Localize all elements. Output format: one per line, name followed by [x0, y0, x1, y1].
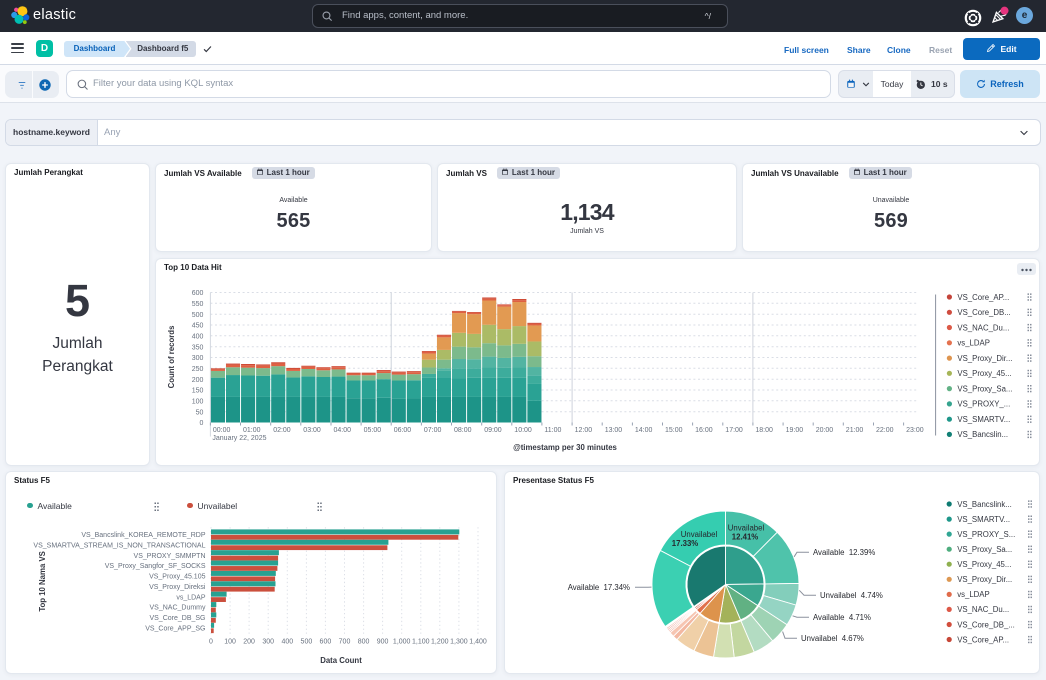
svg-text:Top 10 Nama VS: Top 10 Nama VS: [38, 551, 47, 612]
svg-text:Data Count: Data Count: [320, 656, 362, 665]
svg-text:January 22, 2025: January 22, 2025: [212, 435, 266, 442]
svg-text:1,300: 1,300: [450, 639, 468, 646]
svg-text:VS_Proxy_Direksi: VS_Proxy_Direksi: [149, 584, 206, 591]
svg-text:Available 12.39%: Available 12.39%: [813, 548, 875, 557]
svg-text:100: 100: [192, 398, 204, 405]
svg-text:17.33%: 17.33%: [672, 539, 699, 548]
svg-text:01:00: 01:00: [243, 427, 261, 434]
svg-text:500: 500: [192, 312, 204, 319]
svg-text:600: 600: [192, 290, 204, 297]
svg-text:0: 0: [209, 639, 213, 646]
svg-text:VS_Core_APP_SG: VS_Core_APP_SG: [145, 625, 205, 632]
svg-text:800: 800: [358, 639, 370, 646]
svg-text:0: 0: [199, 420, 203, 427]
svg-text:450: 450: [192, 323, 204, 330]
svg-text:05:00: 05:00: [364, 427, 382, 434]
svg-text:1,000: 1,000: [393, 639, 411, 646]
svg-text:19:00: 19:00: [786, 427, 804, 434]
svg-text:18:00: 18:00: [755, 427, 773, 434]
svg-text:vs_LDAP: vs_LDAP: [957, 339, 990, 348]
svg-text:22:00: 22:00: [876, 427, 894, 434]
svg-text:07:00: 07:00: [424, 427, 442, 434]
svg-text:12:00: 12:00: [575, 427, 593, 434]
svg-text:vs_LDAP: vs_LDAP: [957, 590, 990, 599]
svg-text:Unvailabel 4.74%: Unvailabel 4.74%: [820, 591, 883, 600]
svg-text:1,100: 1,100: [412, 639, 430, 646]
svg-text:13:00: 13:00: [605, 427, 623, 434]
svg-text:250: 250: [192, 366, 204, 373]
svg-text:350: 350: [192, 344, 204, 351]
svg-text:VS_Proxy_45...: VS_Proxy_45...: [957, 560, 1011, 569]
svg-text:Unvailabel: Unvailabel: [681, 530, 718, 539]
svg-text:VS_Proxy_Dir...: VS_Proxy_Dir...: [957, 575, 1012, 584]
svg-text:VS_Core_DB_...: VS_Core_DB_...: [957, 620, 1015, 629]
svg-text:VS_Proxy_Sangfor_SF_SOCKS: VS_Proxy_Sangfor_SF_SOCKS: [105, 563, 206, 570]
svg-text:VS_NAC_Du...: VS_NAC_Du...: [957, 605, 1009, 614]
svg-text:03:00: 03:00: [303, 427, 321, 434]
svg-text:500: 500: [301, 639, 313, 646]
svg-text:VS_Proxy_Dir...: VS_Proxy_Dir...: [957, 354, 1012, 363]
svg-text:21:00: 21:00: [846, 427, 864, 434]
svg-text:VS_SMARTVA_STREAM_IS_NON_TRANS: VS_SMARTVA_STREAM_IS_NON_TRANSACTIONAL: [33, 542, 205, 549]
svg-text:VS_Proxy_45.105: VS_Proxy_45.105: [149, 574, 206, 581]
svg-text:Available 17.34%: Available 17.34%: [568, 583, 630, 592]
svg-text:VS_Bancslin...: VS_Bancslin...: [957, 430, 1008, 439]
svg-text:02:00: 02:00: [273, 427, 291, 434]
svg-text:1,200: 1,200: [431, 639, 449, 646]
svg-text:550: 550: [192, 301, 204, 308]
svg-text:04:00: 04:00: [334, 427, 352, 434]
svg-text:VS_Core_DB_SG: VS_Core_DB_SG: [149, 615, 205, 622]
svg-text:12.41%: 12.41%: [732, 533, 759, 542]
svg-text:Unvailabel 4.67%: Unvailabel 4.67%: [801, 634, 864, 643]
svg-text:Unvailabel: Unvailabel: [728, 524, 765, 533]
svg-text:11:00: 11:00: [544, 427, 561, 434]
svg-text:150: 150: [192, 388, 204, 395]
svg-text:900: 900: [377, 639, 389, 646]
svg-text:15:00: 15:00: [665, 427, 683, 434]
svg-text:@timestamp per 30 minutes: @timestamp per 30 minutes: [513, 443, 617, 452]
svg-text:VS_Core_AP...: VS_Core_AP...: [957, 635, 1009, 644]
svg-text:vs_LDAP: vs_LDAP: [176, 594, 206, 601]
svg-text:600: 600: [320, 639, 332, 646]
svg-text:400: 400: [281, 639, 293, 646]
svg-text:00:00: 00:00: [213, 427, 231, 434]
svg-text:08:00: 08:00: [454, 427, 472, 434]
svg-text:VS_PROXY_SMMPTN: VS_PROXY_SMMPTN: [134, 553, 206, 560]
svg-text:17:00: 17:00: [725, 427, 743, 434]
svg-text:09:00: 09:00: [484, 427, 502, 434]
svg-text:400: 400: [192, 333, 204, 340]
svg-text:06:00: 06:00: [394, 427, 412, 434]
svg-text:50: 50: [196, 409, 204, 416]
svg-text:700: 700: [339, 639, 351, 646]
svg-text:10:00: 10:00: [514, 427, 532, 434]
svg-text:Count of records: Count of records: [167, 325, 176, 388]
svg-text:VS_SMARTV...: VS_SMARTV...: [957, 515, 1010, 524]
svg-text:VS_Bancslink...: VS_Bancslink...: [957, 500, 1012, 509]
svg-text:VS_Proxy_Sa...: VS_Proxy_Sa...: [957, 545, 1012, 554]
svg-text:14:00: 14:00: [635, 427, 653, 434]
svg-text:VS_Core_DB...: VS_Core_DB...: [957, 308, 1010, 317]
svg-text:VS_Proxy_45...: VS_Proxy_45...: [957, 369, 1011, 378]
svg-text:VS_NAC_Dummy: VS_NAC_Dummy: [149, 605, 206, 612]
svg-text:VS_Bancslink_KOREA_REMOTE_RDP: VS_Bancslink_KOREA_REMOTE_RDP: [81, 532, 205, 539]
svg-text:VS_SMARTV...: VS_SMARTV...: [957, 415, 1010, 424]
svg-text:300: 300: [262, 639, 274, 646]
svg-text:Available 4.71%: Available 4.71%: [813, 613, 871, 622]
svg-text:23:00: 23:00: [906, 427, 924, 434]
svg-text:16:00: 16:00: [695, 427, 713, 434]
svg-text:200: 200: [192, 377, 204, 384]
svg-text:1,400: 1,400: [469, 639, 487, 646]
svg-text:100: 100: [224, 639, 236, 646]
svg-text:VS_Proxy_Sa...: VS_Proxy_Sa...: [957, 384, 1012, 393]
svg-text:VS_Core_AP...: VS_Core_AP...: [957, 293, 1009, 302]
svg-text:200: 200: [243, 639, 255, 646]
svg-text:20:00: 20:00: [816, 427, 834, 434]
svg-text:VS_NAC_Du...: VS_NAC_Du...: [957, 323, 1009, 332]
svg-text:VS_PROXY_...: VS_PROXY_...: [957, 400, 1010, 409]
svg-text:300: 300: [192, 355, 204, 362]
svg-text:VS_PROXY_S...: VS_PROXY_S...: [957, 530, 1015, 539]
